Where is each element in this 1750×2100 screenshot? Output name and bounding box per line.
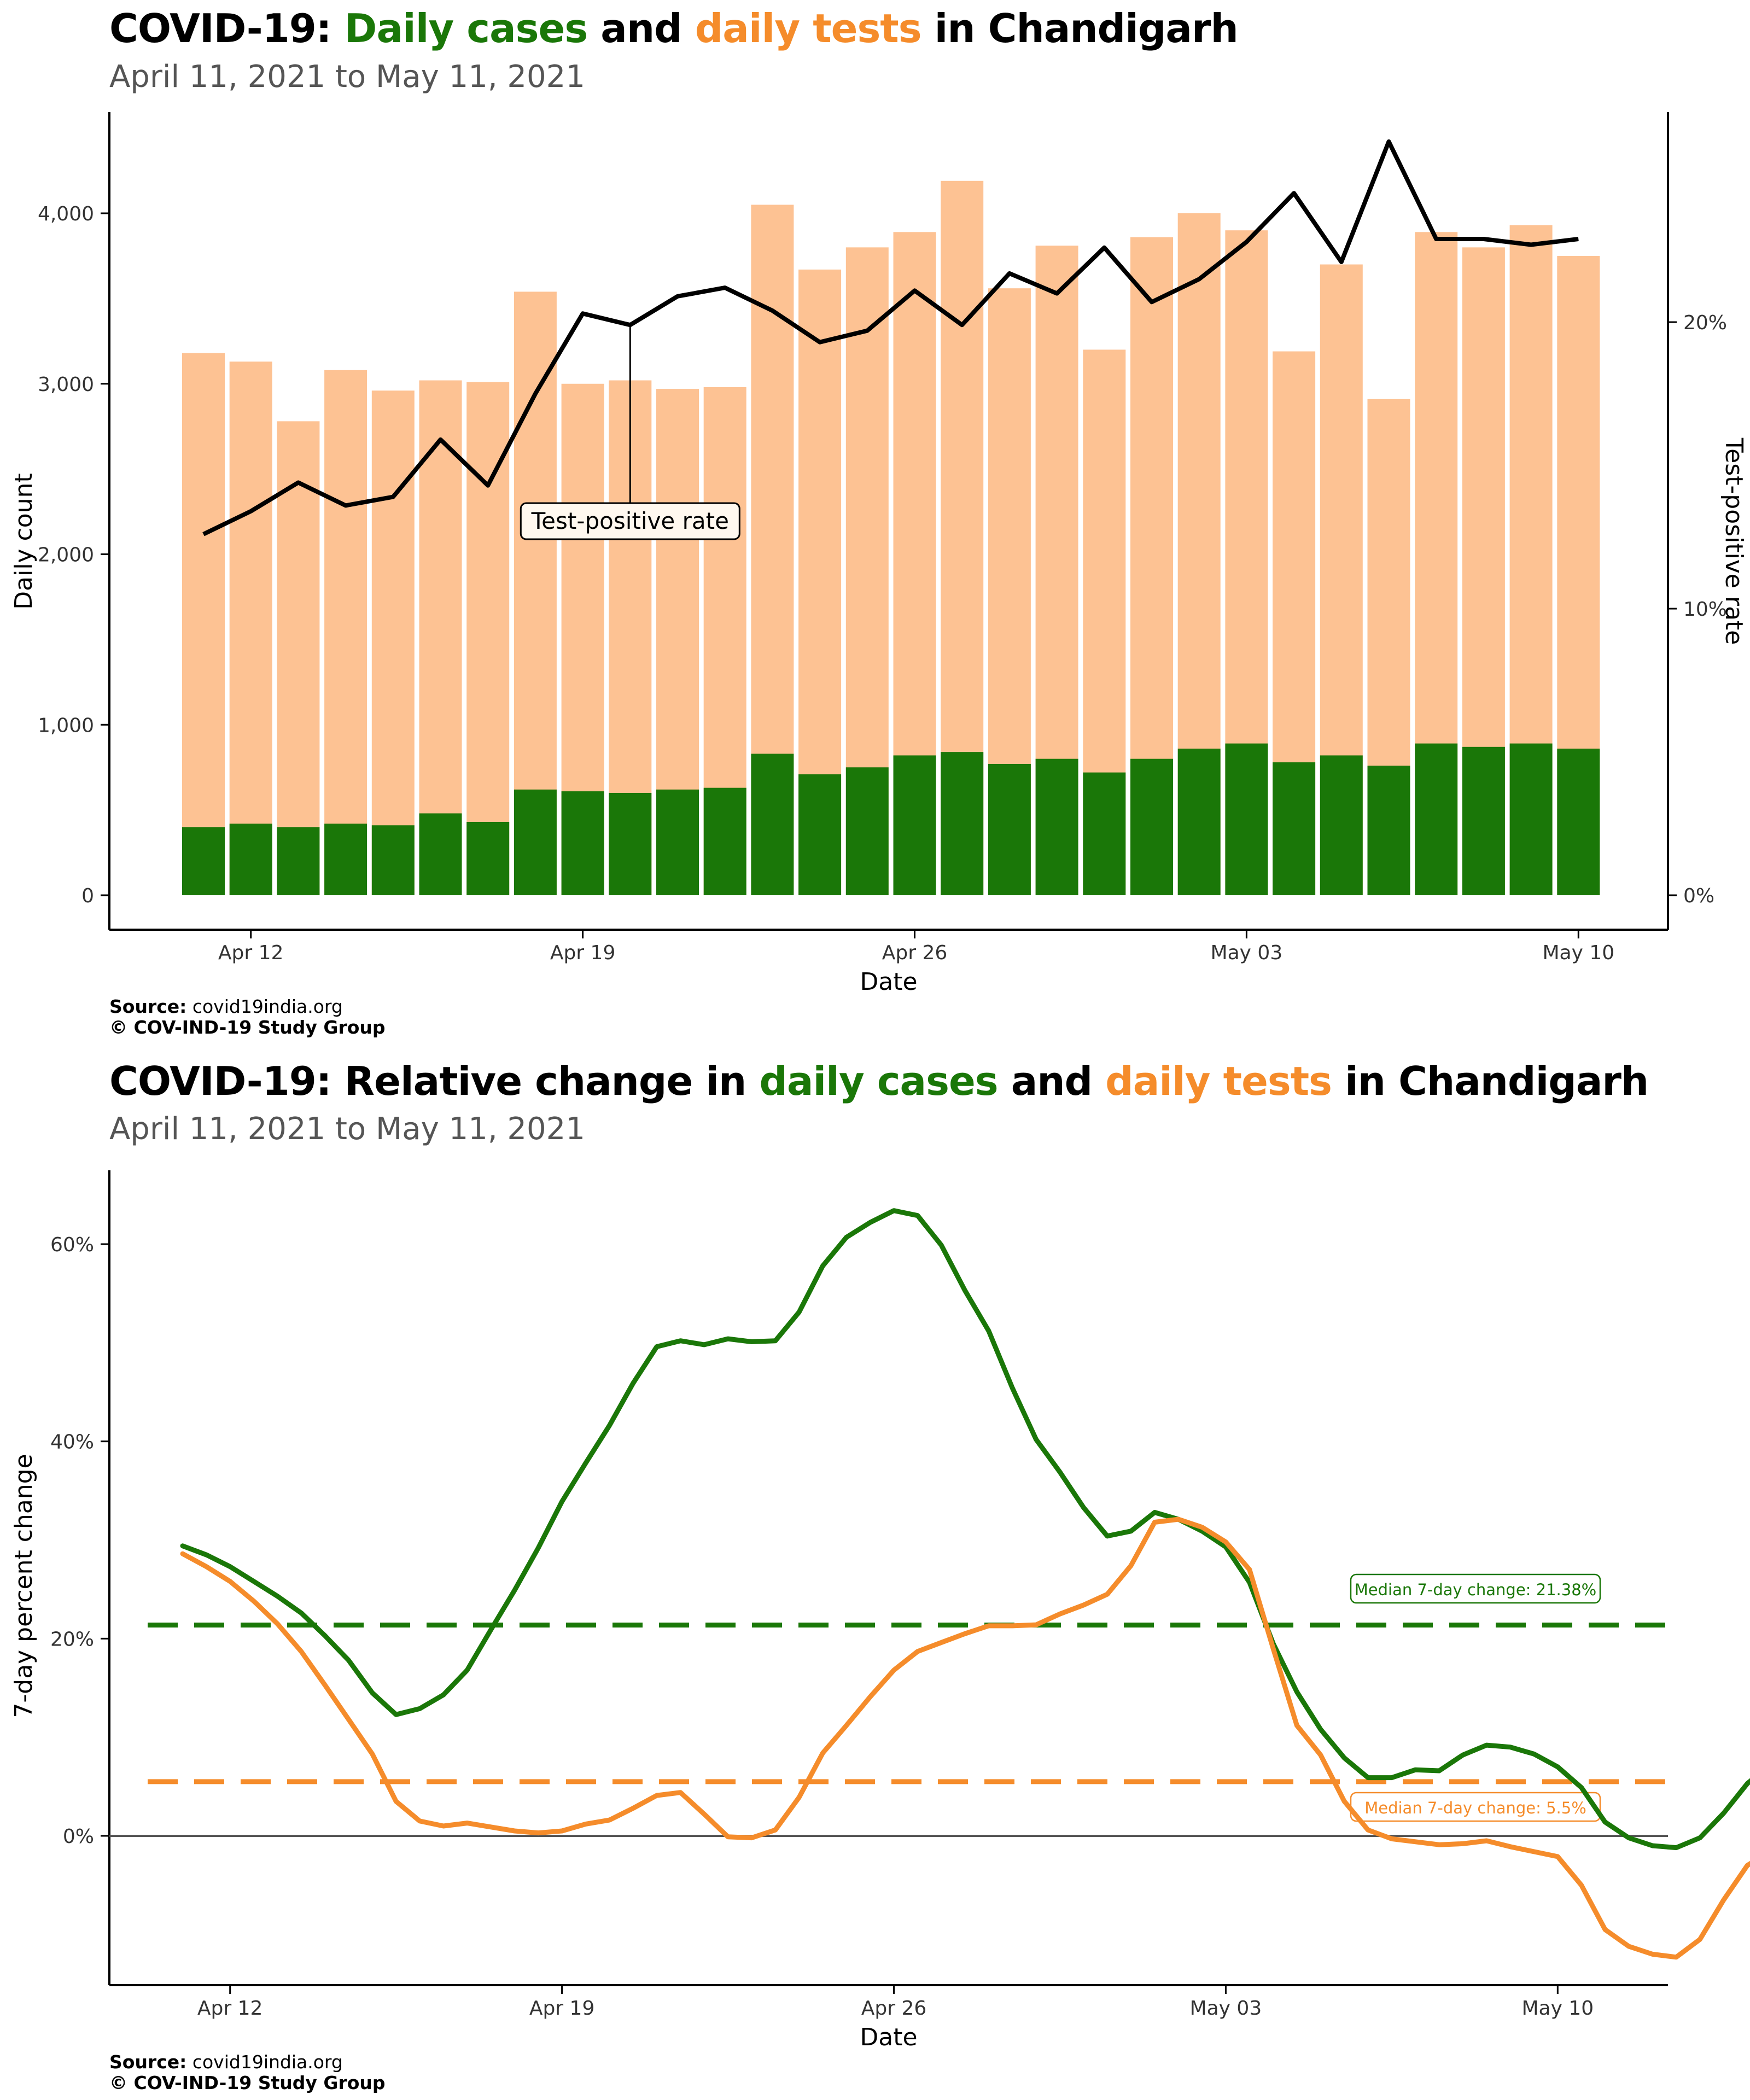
tests-bar <box>419 380 462 895</box>
y-axis-title: Daily count <box>10 473 38 609</box>
y-tick-label: 4,000 <box>38 203 94 225</box>
annotation-label: Test-positive rate <box>531 508 729 534</box>
y2-axis-title: Test-positive rate <box>1720 438 1748 645</box>
cases-bar <box>1273 762 1316 895</box>
y-tick-label: 0 <box>81 885 94 907</box>
x-tick-label: Apr 19 <box>529 1997 595 2020</box>
y-tick-label: 3,000 <box>38 374 94 396</box>
cases-bar <box>371 825 415 895</box>
chart2-title-tests: daily tests <box>1105 1058 1332 1104</box>
cases-bar <box>182 827 225 895</box>
chart1-title: COVID-19: Daily cases and daily tests in… <box>109 5 1239 51</box>
cases-bar <box>988 763 1031 895</box>
cases-bar <box>1130 759 1173 895</box>
cases-bar <box>561 791 604 895</box>
chart2-title-prefix: COVID-19: Relative change in <box>109 1058 760 1104</box>
x-tick-label: Apr 12 <box>197 1997 263 2020</box>
chart1-copyright: © COV-IND-19 Study Group <box>109 1017 386 1038</box>
chart2-subtitle: April 11, 2021 to May 11, 2021 <box>109 1111 585 1147</box>
cases-bar <box>893 755 936 895</box>
chart2-title: COVID-19: Relative change in daily cases… <box>109 1058 1649 1104</box>
y2-tick-label: 20% <box>1683 312 1727 334</box>
x-tick-label: Apr 19 <box>550 942 616 964</box>
chart1-source: Source: covid19india.org © COV-IND-19 St… <box>109 996 386 1038</box>
chart2-title-cases: daily cases <box>759 1058 998 1104</box>
chart1-title-suffix: in Chandigarh <box>921 5 1239 51</box>
cases-bar <box>751 754 794 895</box>
chart1-plot: Test-positive rate 0 1,000 2,000 3,000 4,000 0… <box>10 112 1748 996</box>
cases-bar <box>1557 748 1600 895</box>
x-tick-label: May 10 <box>1521 1997 1594 2020</box>
annotation-box <box>520 502 740 540</box>
cases-median-label-box <box>1350 1573 1601 1604</box>
y-tick-label: 0% <box>63 1825 94 1848</box>
tests-bar <box>466 382 510 895</box>
x-tick-label: May 03 <box>1190 1997 1262 2020</box>
chart2-source-value: covid19india.org <box>186 2051 343 2073</box>
x-axis-title: Date <box>860 2023 917 2051</box>
chart1-title-prefix: COVID-19: <box>109 5 345 51</box>
chart1-title-tests: daily tests <box>695 5 922 51</box>
chart2-source-label: Source: <box>109 2051 187 2073</box>
x-tick-label: Apr 26 <box>861 1997 927 2020</box>
chart2-plot: Median 7-day change: 21.38% Median 7-day … <box>10 1170 1750 2051</box>
cases-bar <box>324 824 368 895</box>
y-tick-label: 60% <box>50 1234 94 1256</box>
cases-bar <box>466 821 510 895</box>
y2-tick-label: 10% <box>1683 598 1727 621</box>
tests-bar <box>182 353 225 895</box>
cases-bar <box>941 752 984 895</box>
cases-bar <box>1083 772 1126 895</box>
chart1-subtitle: April 11, 2021 to May 11, 2021 <box>109 59 585 95</box>
chart1-title-and: and <box>587 5 695 51</box>
y-tick-label: 1,000 <box>38 714 94 737</box>
tests-bar <box>324 370 368 895</box>
y-axis-title: 7-day percent change <box>10 1454 38 1718</box>
cases-bar <box>1367 766 1410 895</box>
chart1-title-cases: Daily cases <box>344 5 588 51</box>
tests-bar <box>229 361 272 895</box>
x-axis-title: Date <box>860 968 917 996</box>
cases-change-line <box>180 1208 1750 1851</box>
y-tick-label: 40% <box>50 1431 94 1454</box>
tests-bar <box>371 390 415 895</box>
chart2-title-suffix: in Chandigarh <box>1332 1058 1649 1104</box>
tests-median-label: Median 7-day change: 5.5% <box>1364 1799 1586 1817</box>
x-tick-label: May 03 <box>1211 942 1283 964</box>
cases-bar <box>1415 743 1458 895</box>
cases-bar <box>419 813 462 895</box>
cases-bar <box>656 789 699 895</box>
cases-bar <box>229 824 272 895</box>
cases-bar <box>703 788 746 895</box>
chart1-source-label: Source: <box>109 996 187 1017</box>
x-tick-label: Apr 12 <box>218 942 284 964</box>
y-tick-label: 20% <box>50 1628 94 1650</box>
chart2-title-and: and <box>998 1058 1106 1104</box>
y2-tick-label: 0% <box>1683 885 1714 907</box>
chart1-source-value: covid19india.org <box>186 996 343 1017</box>
cases-bar <box>798 774 842 895</box>
cases-bar <box>1320 755 1363 895</box>
x-tick-label: May 10 <box>1542 942 1614 964</box>
test-positive-rate-line <box>202 139 1579 536</box>
tests-change-line <box>180 1516 1750 1960</box>
cases-bar <box>1509 743 1553 895</box>
cases-bar <box>1035 759 1078 895</box>
chart2-copyright: © COV-IND-19 Study Group <box>109 2072 386 2093</box>
tests-bar <box>277 421 320 895</box>
cases-bar <box>277 827 320 895</box>
cases-bar <box>609 792 652 895</box>
y-tick-label: 2,000 <box>38 544 94 567</box>
cases-bar <box>1177 748 1221 895</box>
cases-bar <box>1225 743 1268 895</box>
x-tick-label: Apr 26 <box>882 942 948 964</box>
chart2-source: Source: covid19india.org © COV-IND-19 St… <box>109 2052 386 2093</box>
cases-bar <box>845 767 889 895</box>
cases-median-label: Median 7-day change: 21.38% <box>1355 1580 1596 1599</box>
cases-bar <box>1462 746 1505 895</box>
cases-bar <box>514 789 557 895</box>
